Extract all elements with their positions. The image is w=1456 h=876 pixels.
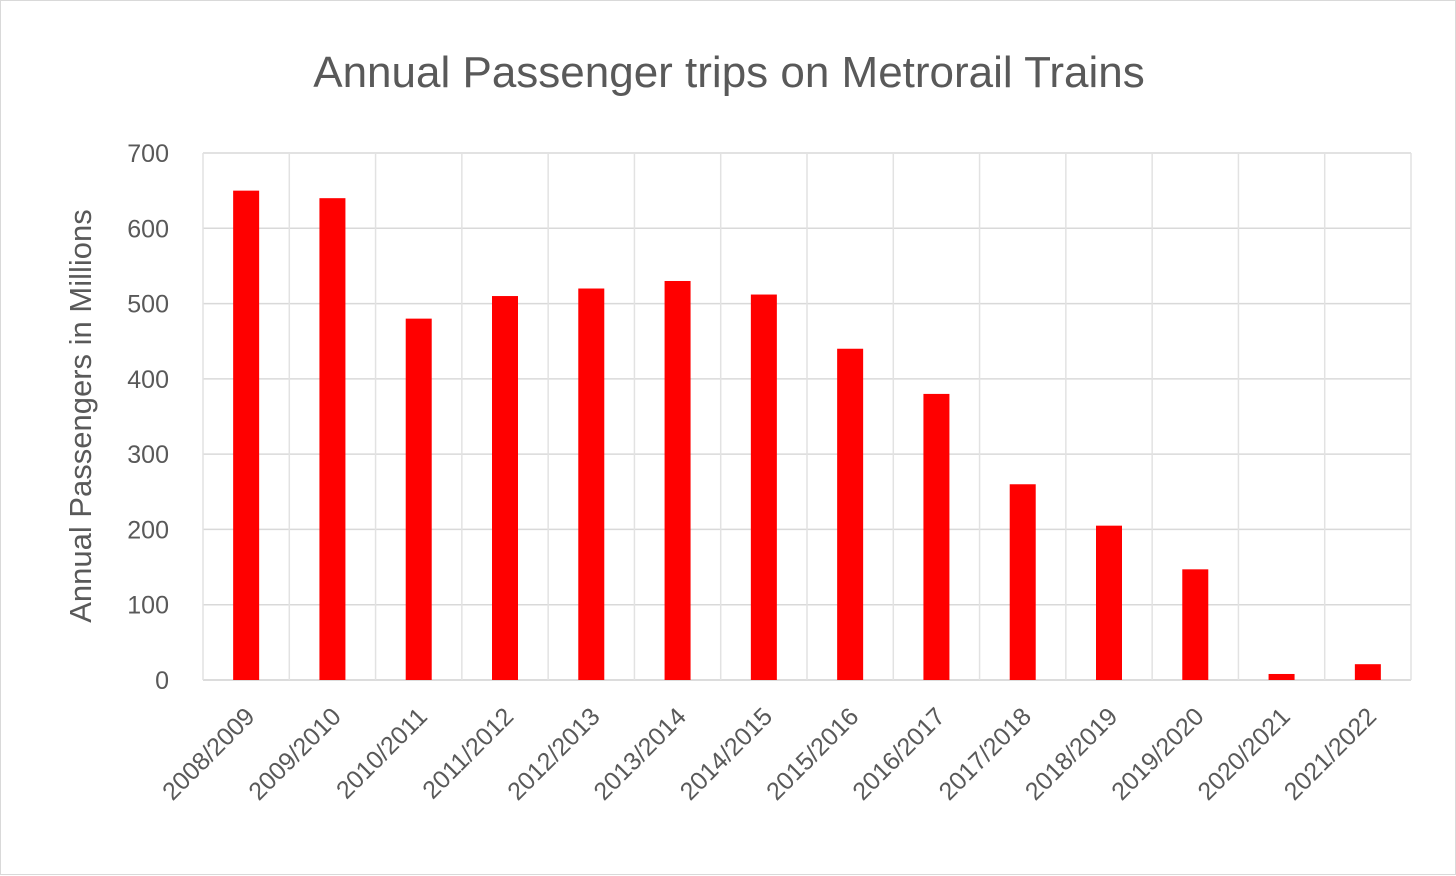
bar <box>1354 664 1381 680</box>
bar <box>1268 673 1295 680</box>
bar <box>837 348 864 680</box>
chart-title: Annual Passenger trips on Metrorail Trai… <box>313 48 1145 97</box>
y-tick-label: 300 <box>127 441 169 469</box>
x-tick-label: 2014/2015 <box>675 702 778 805</box>
bar <box>492 296 518 680</box>
bar <box>319 198 346 680</box>
y-tick-label: 600 <box>127 215 169 243</box>
y-tick-label: 400 <box>127 366 169 394</box>
x-tick-label: 2018/2019 <box>1020 702 1123 805</box>
bar <box>664 280 691 680</box>
x-tick-label: 2012/2013 <box>502 702 605 805</box>
y-tick-label: 700 <box>127 140 169 168</box>
x-tick-label: 2010/2011 <box>331 702 433 804</box>
bar <box>750 294 777 680</box>
bar <box>1182 569 1209 680</box>
y-tick-label: 0 <box>155 667 169 695</box>
x-tick-label: 2016/2017 <box>847 702 950 805</box>
x-tick-label: 2020/2021 <box>1192 702 1295 805</box>
x-tick-label: 2011/2012 <box>417 702 519 804</box>
bar <box>1096 525 1122 680</box>
y-axis-ticks: 0 100 200 300 400 500 600 700 <box>127 140 169 695</box>
y-tick-label: 100 <box>127 592 169 620</box>
x-tick-label: 2015/2016 <box>761 702 864 805</box>
bar <box>1009 484 1036 680</box>
y-tick-label: 200 <box>127 516 169 544</box>
x-tick-label: 2017/2018 <box>934 702 1037 805</box>
bars <box>233 190 1381 680</box>
bar <box>923 393 950 680</box>
bar <box>405 318 432 680</box>
x-tick-label: 2021/2022 <box>1279 702 1382 805</box>
x-tick-label: 2019/2020 <box>1106 702 1209 805</box>
gridlines <box>202 152 1412 681</box>
bar <box>233 190 260 680</box>
bar <box>578 288 605 680</box>
x-tick-label: 2013/2014 <box>588 702 691 805</box>
y-axis-title: Annual Passengers in Millions <box>63 209 98 623</box>
x-tick-label: 2009/2010 <box>243 702 346 805</box>
x-tick-label: 2008/2009 <box>157 702 260 805</box>
x-axis-ticks: 2008/20092009/20102010/20112011/20122012… <box>157 702 1382 805</box>
y-tick-label: 500 <box>127 291 169 319</box>
